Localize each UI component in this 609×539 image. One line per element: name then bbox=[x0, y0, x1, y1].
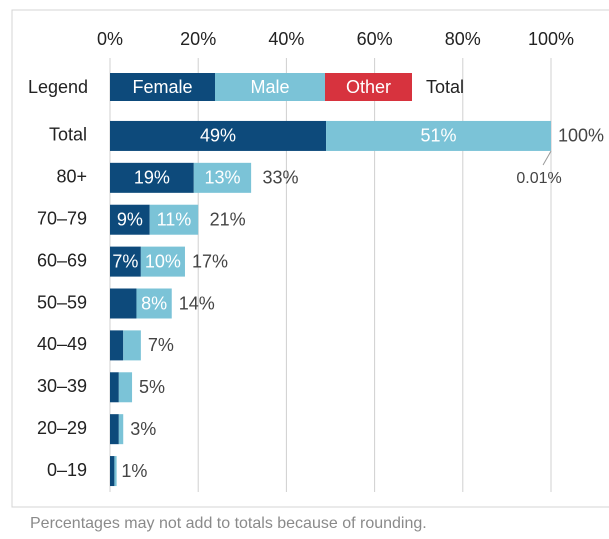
data-label: 49% bbox=[200, 126, 236, 146]
bar-segment bbox=[326, 120, 551, 151]
x-tick-label: 40% bbox=[268, 29, 304, 49]
bar-segment bbox=[110, 162, 194, 193]
bar-segment bbox=[140, 246, 185, 277]
legend-label: Other bbox=[346, 77, 391, 97]
bar-segment bbox=[110, 414, 119, 445]
x-tick-label: 60% bbox=[357, 29, 393, 49]
chart-frame bbox=[11, 9, 609, 508]
x-tick-label: 0% bbox=[97, 29, 123, 49]
total-label: 5% bbox=[139, 377, 165, 397]
x-tick-label: 20% bbox=[180, 29, 216, 49]
legend-label: Total bbox=[426, 77, 464, 97]
total-label: 7% bbox=[148, 335, 174, 355]
category-label: 80+ bbox=[56, 167, 87, 187]
data-label: 13% bbox=[204, 168, 240, 188]
legend-label: Male bbox=[250, 77, 289, 97]
data-label: 7% bbox=[112, 251, 138, 271]
total-label: 14% bbox=[179, 293, 215, 313]
legend-swatch bbox=[325, 73, 412, 101]
legend-swatch bbox=[215, 73, 325, 101]
data-label: 8% bbox=[141, 293, 167, 313]
bar-segment bbox=[110, 246, 141, 277]
bar-segment bbox=[149, 204, 199, 235]
category-label: 50–59 bbox=[37, 292, 87, 312]
bar-segment bbox=[136, 288, 172, 319]
data-label: 51% bbox=[421, 126, 457, 146]
total-label: 33% bbox=[263, 168, 299, 188]
footnote: Percentages may not add to totals becaus… bbox=[30, 515, 427, 532]
x-tick-label: 100% bbox=[528, 29, 574, 49]
category-label: 70–79 bbox=[37, 208, 87, 228]
leader-line bbox=[542, 150, 552, 166]
category-label: 0–19 bbox=[47, 460, 87, 480]
bar-segment bbox=[123, 330, 141, 361]
total-label: 1% bbox=[121, 461, 147, 481]
total-label: 21% bbox=[210, 209, 246, 229]
legend-swatch bbox=[110, 73, 215, 101]
legend-title: Legend bbox=[28, 77, 88, 97]
category-label: Total bbox=[49, 125, 87, 145]
bar-segment bbox=[114, 456, 117, 487]
bar-segment bbox=[118, 414, 124, 445]
bar-segment bbox=[110, 204, 150, 235]
total-label: 3% bbox=[130, 419, 156, 439]
bar-segment bbox=[110, 288, 137, 319]
total-label: 17% bbox=[192, 251, 228, 271]
data-label: 0.01% bbox=[516, 170, 561, 187]
total-label: 100% bbox=[558, 126, 604, 146]
bar-segment bbox=[110, 330, 124, 361]
x-tick-label: 80% bbox=[445, 29, 481, 49]
bar-segment bbox=[118, 372, 133, 403]
data-label: 9% bbox=[117, 209, 143, 229]
category-label: 40–49 bbox=[37, 334, 87, 354]
legend-label: Female bbox=[132, 77, 192, 97]
data-label: 11% bbox=[157, 209, 192, 229]
data-label: 10% bbox=[145, 251, 181, 271]
category-label: 20–29 bbox=[37, 418, 87, 438]
bar-segment bbox=[110, 372, 119, 403]
bar-segment bbox=[110, 456, 115, 487]
category-label: 30–39 bbox=[37, 376, 87, 396]
bar-segment bbox=[193, 162, 252, 193]
data-label: 19% bbox=[134, 168, 170, 188]
bar-segment bbox=[110, 120, 327, 151]
category-label: 60–69 bbox=[37, 250, 87, 270]
